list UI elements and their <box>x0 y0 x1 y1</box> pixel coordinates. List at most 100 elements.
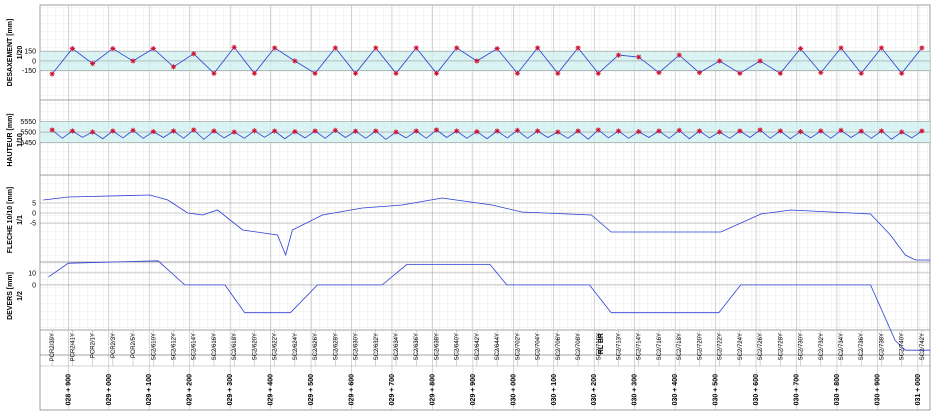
stagger-marker <box>757 127 763 133</box>
support-label: SC2/732Y <box>819 333 825 360</box>
stagger-marker <box>514 70 520 76</box>
stagger-marker <box>858 70 864 76</box>
support-label: SC2/722Y <box>718 333 724 360</box>
km-label: 029 + 100 <box>146 374 153 405</box>
support-label: SC2/622Y <box>273 333 279 360</box>
stagger-marker <box>919 128 925 134</box>
km-label: 030 + 200 <box>591 374 598 405</box>
y-tick-label: -150 <box>22 68 36 75</box>
support-label: SC2/610Y <box>151 333 157 360</box>
stagger-marker <box>858 128 864 134</box>
stagger-marker <box>272 128 278 134</box>
stagger-marker <box>251 70 258 76</box>
km-label: 029 + 600 <box>349 374 356 405</box>
stagger-marker <box>899 70 905 76</box>
stagger-marker <box>170 128 177 134</box>
km-label: 030 + 500 <box>713 374 720 405</box>
support-label: SC2/618Y <box>232 333 238 360</box>
support-label: SC2/704Y <box>536 333 542 360</box>
stagger-marker <box>433 70 440 76</box>
support-label: PCR2/1Y <box>91 333 97 358</box>
support-label: PCR2/5Y <box>131 333 137 358</box>
support-label: SC2/718Y <box>677 333 683 360</box>
support-label: SC2/714Y <box>637 333 643 360</box>
stagger-marker <box>89 129 96 135</box>
km-label: 029 + 000 <box>106 374 113 405</box>
y-tick-label: 0 <box>32 211 36 218</box>
stagger-marker <box>595 127 601 133</box>
stagger-marker <box>110 45 116 52</box>
support-label: PCR2/3Y <box>111 333 117 358</box>
stagger-marker <box>676 127 682 133</box>
stagger-marker <box>534 128 541 134</box>
stagger-marker <box>878 45 885 51</box>
stagger-marker <box>818 128 824 134</box>
support-label: SC2/742Y <box>920 333 926 360</box>
stagger-marker <box>797 129 804 135</box>
km-label: 029 + 500 <box>308 374 315 405</box>
support-label: SC2/640Y <box>455 333 461 360</box>
stagger-marker <box>494 128 500 134</box>
stagger-marker <box>332 127 338 133</box>
stagger-marker <box>717 129 723 135</box>
support-label: SC2/726Y <box>758 333 764 360</box>
stagger-marker <box>292 58 298 64</box>
support-label: SC2/642Y <box>475 333 481 360</box>
stagger-marker <box>454 128 460 134</box>
support-label: SC2/730Y <box>799 333 805 360</box>
stagger-marker <box>636 54 642 60</box>
stagger-marker <box>878 128 885 134</box>
stagger-marker <box>292 129 298 135</box>
km-label: 029 + 300 <box>227 374 234 405</box>
stagger-marker <box>919 45 925 51</box>
y-tick-label: 5550 <box>20 119 36 126</box>
stagger-marker <box>777 128 783 134</box>
support-label: SC2/614Y <box>192 333 198 360</box>
support-label: SC2/624Y <box>293 333 299 360</box>
stagger-marker <box>130 58 136 64</box>
support-label: SC2/634Y <box>394 333 400 360</box>
stagger-marker <box>373 128 379 134</box>
stagger-marker <box>696 70 703 76</box>
stagger-marker <box>110 128 116 134</box>
stagger-marker <box>818 70 824 76</box>
support-label: SC2/620Y <box>252 333 258 360</box>
support-label: SC2/708Y <box>576 333 582 360</box>
support-label: SC2/636Y <box>414 333 420 360</box>
support-label: SC2/706Y <box>556 333 562 360</box>
axis-scale: 1/2 <box>17 291 24 301</box>
km-label: 030 + 900 <box>874 374 881 405</box>
stagger-marker <box>777 70 783 76</box>
km-label: 030 + 700 <box>794 374 801 405</box>
km-label: 028 + 900 <box>65 374 72 405</box>
support-label: PCR2/39Y <box>50 333 56 361</box>
stagger-marker <box>575 128 581 134</box>
data-line <box>43 194 930 261</box>
support-label: SC2/740Y <box>900 333 906 360</box>
support-label: SC2/720Y <box>697 333 703 360</box>
stagger-marker <box>474 129 480 135</box>
axis-title: HAUTEUR [mm] <box>7 113 14 166</box>
axis-title: DEVERS [mm] <box>7 272 14 320</box>
stagger-marker <box>474 58 480 64</box>
stagger-marker <box>272 45 278 51</box>
stagger-marker <box>656 70 662 76</box>
stagger-marker <box>433 127 440 133</box>
axis-scale: 1/10 <box>17 133 24 147</box>
frame <box>39 4 931 411</box>
stagger-marker <box>676 52 682 58</box>
support-label: SC2/644Y <box>495 333 501 360</box>
support-label: SC2/628Y <box>333 333 339 360</box>
support-label: SC2/728Y <box>778 333 784 360</box>
axis-title: DESAXEMENT [mm] <box>7 19 14 87</box>
km-label: 029 + 200 <box>187 374 194 405</box>
stagger-marker <box>251 128 258 134</box>
stagger-marker <box>332 45 338 51</box>
stagger-marker <box>170 64 177 70</box>
stagger-marker <box>454 45 460 51</box>
support-label: SC2/702Y <box>515 333 521 360</box>
stagger-marker <box>373 45 379 51</box>
stagger-marker <box>211 128 217 134</box>
stagger-marker <box>595 70 601 76</box>
